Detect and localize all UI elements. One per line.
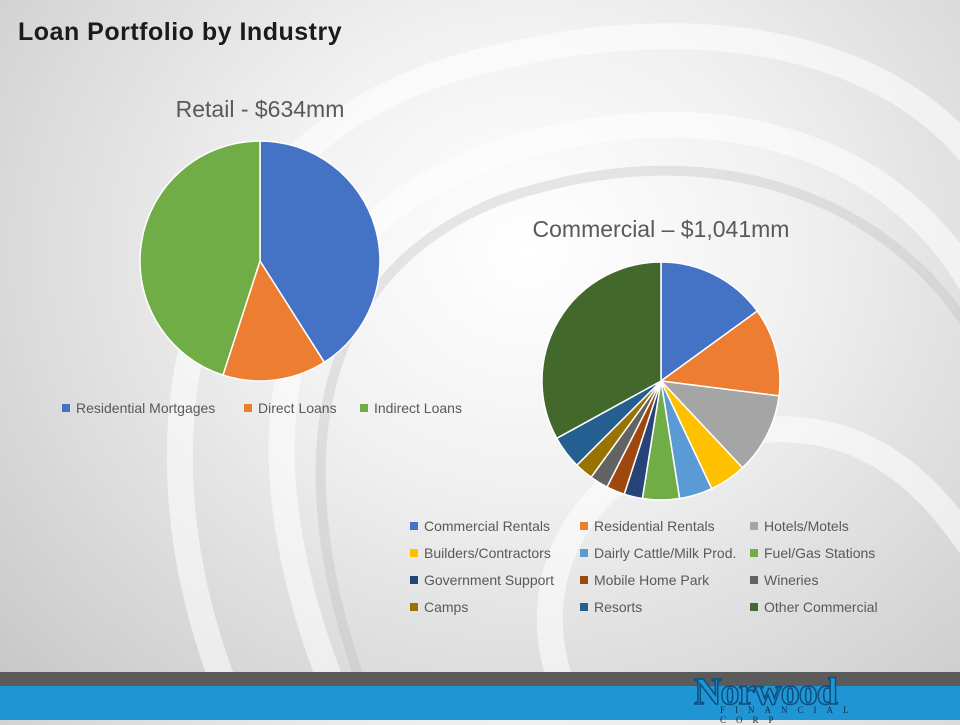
legend-label: Fuel/Gas Stations bbox=[764, 545, 876, 561]
legend-swatch bbox=[750, 603, 758, 611]
legend-item: Direct Loans bbox=[244, 400, 337, 416]
legend-item: Commercial Rentals bbox=[410, 518, 550, 534]
legend-item: Mobile Home Park bbox=[580, 572, 709, 588]
legend-label: Resorts bbox=[594, 599, 643, 615]
legend-swatch bbox=[750, 549, 758, 557]
legend-swatch bbox=[750, 522, 758, 530]
legend-item: Residential Rentals bbox=[580, 518, 715, 534]
legend-item: Fuel/Gas Stations bbox=[750, 545, 875, 561]
legend-label: Dairly Cattle/Milk Prod. bbox=[594, 545, 737, 561]
legend-swatch bbox=[580, 576, 588, 584]
retail-pie-chart bbox=[139, 140, 381, 382]
legend-label: Camps bbox=[424, 599, 469, 615]
legend-item: Wineries bbox=[750, 572, 818, 588]
legend-swatch bbox=[580, 603, 588, 611]
legend-item: Residential Mortgages bbox=[62, 400, 215, 416]
commercial-pie-chart bbox=[541, 261, 781, 501]
legend-item: Government Support bbox=[410, 572, 554, 588]
legend-swatch bbox=[580, 522, 588, 530]
legend-label: Other Commercial bbox=[764, 599, 878, 615]
legend-label: Residential Rentals bbox=[594, 518, 715, 534]
legend-label: Government Support bbox=[424, 572, 554, 588]
legend-item: Resorts bbox=[580, 599, 642, 615]
legend-item: Hotels/Motels bbox=[750, 518, 849, 534]
legend-item: Dairly Cattle/Milk Prod. bbox=[580, 545, 736, 561]
pie-slice-other-commercial bbox=[541, 261, 662, 440]
legend-item: Indirect Loans bbox=[360, 400, 462, 416]
legend-label: Commercial Rentals bbox=[424, 518, 551, 534]
legend-swatch bbox=[360, 404, 368, 412]
retail-legend: Residential Mortgages Direct Loans Indirec… bbox=[60, 400, 480, 420]
legend-label: Indirect Loans bbox=[374, 400, 462, 416]
legend-label: Builders/Contractors bbox=[424, 545, 551, 561]
pie-slice-residential-rentals bbox=[659, 310, 781, 397]
legend-label: Residential Mortgages bbox=[76, 400, 216, 416]
legend-swatch bbox=[410, 576, 418, 584]
legend-label: Direct Loans bbox=[258, 400, 337, 416]
legend-swatch bbox=[410, 549, 418, 557]
legend-swatch bbox=[750, 576, 758, 584]
legend-item: Builders/Contractors bbox=[410, 545, 551, 561]
legend-label: Wineries bbox=[764, 572, 819, 588]
pie-slice-direct-loans bbox=[221, 259, 326, 382]
legend-swatch bbox=[580, 549, 588, 557]
legend-item: Camps bbox=[410, 599, 468, 615]
pie-slice-indirect-loans bbox=[139, 140, 261, 377]
logo-subtitle: FINANCIAL CORP bbox=[720, 705, 859, 725]
footer-dark-bar bbox=[0, 672, 960, 686]
legend-swatch bbox=[244, 404, 252, 412]
commercial-chart-title: Commercial – $1,041mm bbox=[532, 216, 790, 242]
legend-item: Other Commercial bbox=[750, 599, 878, 615]
company-logo: Norwood FINANCIAL CORP bbox=[688, 671, 908, 725]
footer-blue-bar bbox=[0, 686, 960, 720]
legend-swatch bbox=[410, 522, 418, 530]
legend-swatch bbox=[62, 404, 70, 412]
legend-label: Mobile Home Park bbox=[594, 572, 710, 588]
commercial-legend: Commercial Rentals Residential Rentals Hot… bbox=[410, 518, 930, 618]
page-title: Loan Portfolio by Industry bbox=[18, 18, 343, 46]
logo-wordmark: Norwood bbox=[693, 671, 838, 713]
legend-swatch bbox=[410, 603, 418, 611]
pie-slice-hotels-motels bbox=[659, 379, 780, 469]
retail-chart-title: Retail - $634mm bbox=[175, 96, 345, 122]
legend-label: Hotels/Motels bbox=[764, 518, 849, 534]
pie-slice-commercial-rentals bbox=[660, 261, 759, 383]
